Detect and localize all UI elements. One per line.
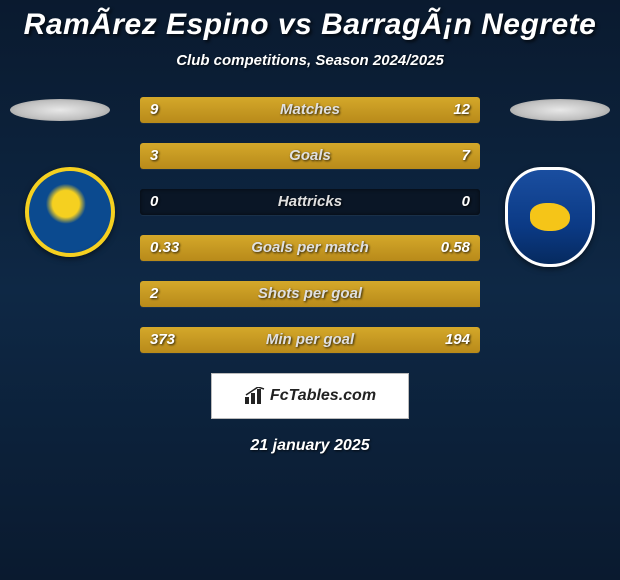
stat-label: Min per goal <box>140 327 480 353</box>
page-title: RamÃ­rez Espino vs BarragÃ¡n Negrete <box>0 0 620 42</box>
page-subtitle: Club competitions, Season 2024/2025 <box>0 52 620 69</box>
stat-row: Shots per goal2 <box>140 281 480 307</box>
stat-label: Matches <box>140 97 480 123</box>
stat-value-left: 3 <box>140 143 168 169</box>
chart-icon <box>244 387 266 405</box>
generation-date: 21 january 2025 <box>0 437 620 455</box>
stat-value-right: 194 <box>435 327 480 353</box>
stat-row: Hattricks0 0 <box>140 189 480 215</box>
stat-value-left: 0 <box>140 189 168 215</box>
stat-row: Min per goal373 194 <box>140 327 480 353</box>
stat-row: Goals per match0.33 0.58 <box>140 235 480 261</box>
comparison-chart: Matches9 12 Goals3 7 Hattricks0 0 Goals per ma… <box>0 97 620 353</box>
title-player-right: BarragÃ¡n Negrete <box>321 8 596 41</box>
stat-value-right: 7 <box>452 143 480 169</box>
stat-bars: Matches9 12 Goals3 7 Hattricks0 0 Goals per ma… <box>140 97 480 353</box>
flag-shadow-left <box>10 99 110 121</box>
club-crest-right <box>505 167 595 267</box>
stat-label: Goals <box>140 143 480 169</box>
stat-row: Matches9 12 <box>140 97 480 123</box>
stat-label: Hattricks <box>140 189 480 215</box>
club-crest-left <box>25 167 115 257</box>
stat-value-right: 0.58 <box>431 235 480 261</box>
stat-value-left: 0.33 <box>140 235 189 261</box>
stat-value-right: 12 <box>443 97 480 123</box>
watermark: FcTables.com <box>211 373 409 419</box>
stat-value-left: 9 <box>140 97 168 123</box>
title-player-left: RamÃ­rez Espino <box>24 8 269 41</box>
stat-value-left: 373 <box>140 327 185 353</box>
title-vs: vs <box>278 8 312 41</box>
watermark-text: FcTables.com <box>270 387 376 405</box>
stat-row: Goals3 7 <box>140 143 480 169</box>
stat-label: Shots per goal <box>140 281 480 307</box>
stat-value-right: 0 <box>452 189 480 215</box>
stat-label: Goals per match <box>140 235 480 261</box>
flag-shadow-right <box>510 99 610 121</box>
stat-value-left: 2 <box>140 281 168 307</box>
